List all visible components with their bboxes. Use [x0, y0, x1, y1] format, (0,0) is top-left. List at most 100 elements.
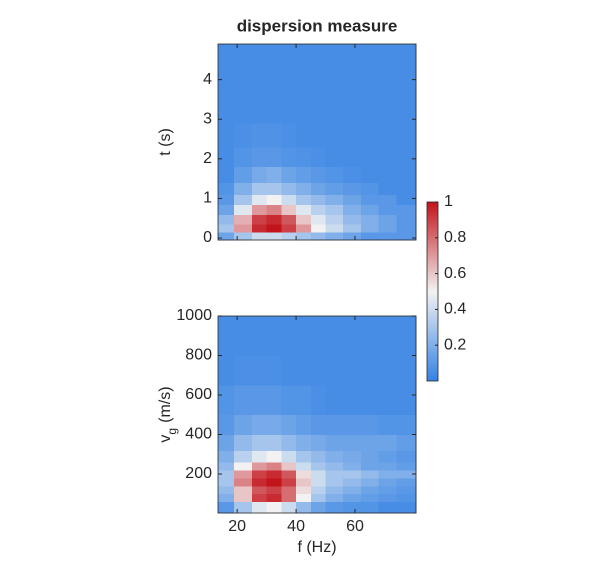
heatmap-cell	[310, 501, 327, 514]
heatmap-cell	[310, 434, 327, 451]
heatmap-cell	[396, 470, 417, 479]
heatmap-cell	[234, 316, 253, 356]
heatmap-cell	[281, 462, 297, 471]
heatmap-cell	[266, 166, 282, 184]
axes-frame	[217, 315, 417, 514]
heatmap-cell	[251, 95, 268, 124]
heatmap-cell	[266, 146, 282, 168]
y-axis-label: t (s)	[157, 128, 174, 156]
heatmap-cell	[234, 355, 253, 386]
heatmap-cell	[296, 355, 312, 386]
heatmap-cell	[325, 224, 344, 233]
heatmap-cell	[296, 194, 312, 205]
heatmap-cell	[360, 214, 380, 225]
heatmap-cell	[218, 182, 235, 195]
y-tick-label: 0	[203, 229, 212, 246]
heatmap-cell	[325, 166, 344, 184]
y-tick-label: 400	[185, 426, 212, 443]
heatmap-cell	[310, 470, 327, 479]
heatmap-cell	[234, 44, 253, 69]
y-tick-label: 600	[185, 386, 212, 403]
heatmap-cell	[234, 462, 253, 471]
heatmap-cell	[360, 355, 380, 386]
heatmap-cell	[310, 414, 327, 435]
heatmap-cell	[343, 414, 362, 435]
heatmap-cell	[266, 470, 282, 479]
heatmap-cell	[378, 434, 397, 451]
heatmap-cell	[296, 434, 312, 451]
heatmap-cell	[266, 477, 282, 487]
axes-frame	[217, 43, 417, 241]
heatmap-cell	[266, 316, 282, 356]
heatmap-cell	[218, 232, 235, 241]
heatmap-cell	[296, 224, 312, 233]
heatmap-cell	[360, 44, 380, 69]
heatmap-cell	[266, 44, 282, 69]
heatmap-cell	[234, 414, 253, 435]
heatmap-cell	[396, 434, 417, 451]
heatmap-cell	[343, 470, 362, 479]
heatmap-cell	[234, 182, 253, 195]
heatmap-cell	[251, 44, 268, 69]
heatmap-cell	[281, 123, 297, 148]
heatmap-cell	[218, 166, 235, 184]
heatmap-cell	[218, 146, 235, 168]
heatmap-cell	[266, 414, 282, 435]
colorbar-tick-label: 0.6	[444, 265, 466, 282]
heatmap-cell	[343, 44, 362, 69]
heatmap-cell	[325, 182, 344, 195]
heatmap-cell	[325, 485, 344, 495]
heatmap-cell	[343, 204, 362, 215]
heatmap-cell	[360, 470, 380, 479]
heatmap-cell	[396, 232, 417, 241]
heatmap-cell	[378, 67, 397, 96]
heatmap-cell	[251, 182, 268, 195]
heatmap-cell	[218, 67, 235, 96]
heatmap-cell	[281, 232, 297, 241]
heatmap-cell	[378, 204, 397, 215]
heatmap-cell	[281, 214, 297, 225]
heatmap-cell	[251, 166, 268, 184]
heatmap-cell	[296, 477, 312, 487]
heatmap-cell	[310, 232, 327, 241]
heatmap-cell	[281, 44, 297, 69]
heatmap-cell	[251, 477, 268, 487]
heatmap-cell	[325, 450, 344, 463]
heatmap-cell	[360, 182, 380, 195]
heatmap-cell	[360, 485, 380, 495]
heatmap-cell	[234, 485, 253, 495]
heatmap-cell	[310, 214, 327, 225]
heatmap-cell	[281, 485, 297, 495]
heatmap-cell	[251, 501, 268, 514]
heatmap-cell	[296, 95, 312, 124]
heatmap-cell	[218, 224, 235, 233]
heatmap-cell	[251, 355, 268, 386]
y-tick-label: 4	[203, 71, 212, 88]
heatmap-cell	[218, 493, 235, 503]
x-tick-label: 40	[287, 518, 305, 535]
heatmap-cell	[360, 224, 380, 233]
heatmap-cell	[218, 485, 235, 495]
heatmap-cell	[396, 224, 417, 233]
heatmap-cell	[296, 316, 312, 356]
heatmap-cell	[325, 501, 344, 514]
heatmap-cell	[325, 194, 344, 205]
heatmap-cell	[378, 462, 397, 471]
heatmap-cell	[266, 355, 282, 386]
heatmap-cell	[360, 450, 380, 463]
colorbar-tick-label: 1	[444, 193, 453, 210]
heatmap-cell	[378, 316, 397, 356]
colorbar-tick-label: 0.8	[444, 229, 466, 246]
heatmap-cell	[234, 434, 253, 451]
heatmap-cell	[218, 214, 235, 225]
heatmap-cell	[234, 67, 253, 96]
heatmap-cell	[296, 501, 312, 514]
heatmap-cell	[310, 355, 327, 386]
heatmap-cell	[310, 385, 327, 416]
heatmap-cell	[218, 477, 235, 487]
heatmap-cell	[281, 182, 297, 195]
heatmap-cell	[281, 316, 297, 356]
heatmap-cell	[218, 414, 235, 435]
heatmap-cell	[360, 316, 380, 356]
heatmap-cell	[396, 44, 417, 69]
